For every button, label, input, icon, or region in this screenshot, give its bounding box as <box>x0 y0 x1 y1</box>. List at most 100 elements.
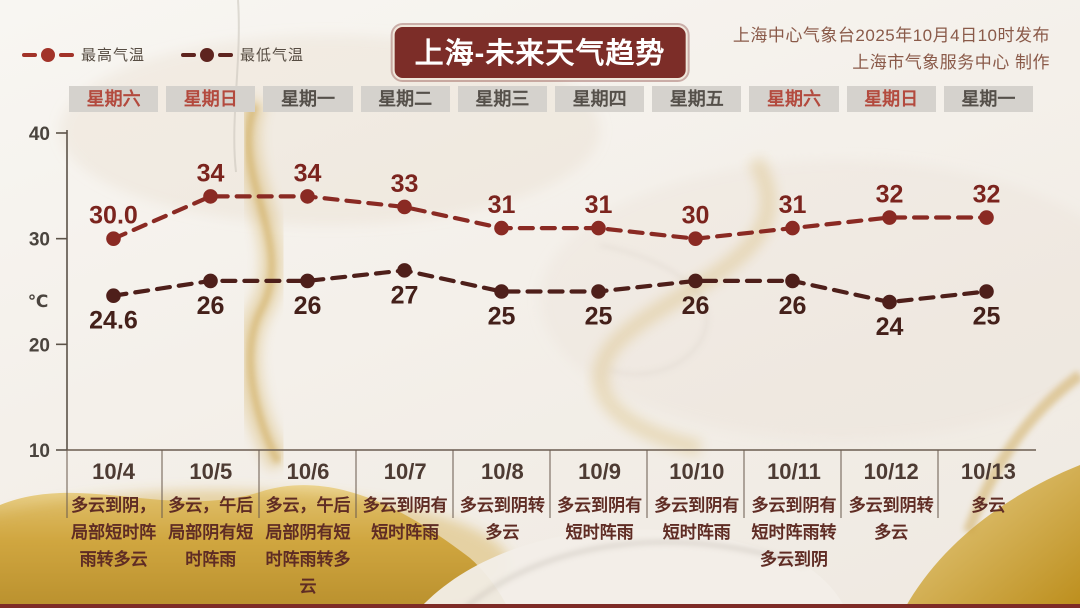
date-label: 10/13 <box>960 459 1016 484</box>
forecast-column: 10/12 多云到阴转多云 <box>843 452 940 600</box>
y-tick-label: 10 <box>29 441 50 462</box>
temp-value-label: 34 <box>197 159 225 187</box>
weather-text: 多云 <box>971 496 1006 515</box>
weekday-box: 星期二 <box>360 86 450 112</box>
forecast-table: 10/4 多云到阴，局部短时阵雨转多云 10/5 多云，午后局部阴有短时阵雨 10/6 多… <box>65 452 1037 600</box>
date-label: 10/9 <box>578 459 621 484</box>
data-point <box>979 284 994 299</box>
series-line-high <box>111 194 989 241</box>
forecast-column: 10/5 多云，午后局部阴有短时阵雨 <box>162 452 259 600</box>
temp-value-label: 31 <box>585 191 613 219</box>
data-point <box>591 284 606 299</box>
date-label: 10/11 <box>767 459 821 484</box>
credits: 上海中心气象台2025年10月4日10时发布 上海市气象服务中心 制作 <box>733 22 1050 76</box>
data-point <box>688 273 703 289</box>
y-tick-label: 20 <box>29 335 50 356</box>
temp-value-label: 33 <box>391 170 419 198</box>
weekday-box: 星期日 <box>846 86 936 112</box>
temp-value-label: 34 <box>294 159 322 187</box>
data-point <box>494 284 509 299</box>
temp-value-label: 30.0 <box>89 202 138 230</box>
temp-value-label: 26 <box>682 292 710 320</box>
date-label: 10/5 <box>189 459 233 484</box>
weekday-box: 星期六 <box>749 86 839 112</box>
temp-value-label: 26 <box>197 292 225 320</box>
weather-text: 多云到阴有短时阵雨 <box>362 496 448 542</box>
data-point <box>785 273 800 289</box>
temp-value-label: 26 <box>294 292 322 320</box>
y-axis-unit: ℃ <box>28 292 49 311</box>
forecast-column: 10/11 多云到阴有短时阵雨转多云到阴 <box>745 452 842 600</box>
bottom-accent-border <box>0 604 1080 608</box>
temp-value-label: 32 <box>973 181 1001 209</box>
weekday-box: 星期日 <box>166 86 256 112</box>
date-label: 10/8 <box>480 459 524 484</box>
date-label: 10/12 <box>863 459 919 484</box>
temp-value-label: 26 <box>779 292 807 320</box>
data-point <box>397 263 412 278</box>
weekday-header-row: 星期六 星期日 星期一 星期二 星期三 星期四 星期五 星期六 星期日 星期一 <box>65 86 1037 112</box>
data-point <box>300 189 315 204</box>
temp-value-label: 31 <box>488 191 516 219</box>
page-title: 上海-未来天气趋势 <box>392 25 688 80</box>
weather-text: 多云，午后局部阴有短时阵雨 <box>168 496 254 569</box>
weather-text: 多云到阴有短时阵雨 <box>557 496 643 542</box>
date-label: 10/6 <box>286 459 330 484</box>
date-label: 10/7 <box>383 459 427 484</box>
data-point <box>203 273 218 289</box>
weekday-box: 星期一 <box>263 86 353 112</box>
weekday-box: 星期六 <box>69 86 159 112</box>
forecast-column: 10/9 多云到阴有短时阵雨 <box>551 452 648 600</box>
legend: 最高气温 最低气温 <box>22 44 304 65</box>
weekday-box: 星期五 <box>652 86 742 112</box>
data-point <box>494 220 509 236</box>
temp-value-label: 25 <box>488 303 516 331</box>
temp-value-label: 30 <box>682 202 710 230</box>
weather-text: 多云，午后局部阴有短时阵雨转多云 <box>265 496 351 596</box>
data-point <box>300 273 315 289</box>
forecast-column: 10/4 多云到阴，局部短时阵雨转多云 <box>65 452 162 600</box>
data-point <box>882 294 897 310</box>
data-point <box>591 220 606 236</box>
temp-value-label: 25 <box>585 303 613 331</box>
weather-text: 多云到阴有短时阵雨 <box>654 496 740 542</box>
forecast-column: 10/10 多云到阴有短时阵雨 <box>648 452 745 600</box>
data-point <box>882 210 897 225</box>
series-marker-icon <box>181 47 234 62</box>
forecast-column: 10/13 多云 <box>940 452 1037 600</box>
temp-value-label: 24 <box>876 313 904 341</box>
y-tick-label: 30 <box>29 230 50 251</box>
temp-value-label: 32 <box>876 181 904 209</box>
legend-label: 最低气温 <box>240 47 305 64</box>
weekday-box: 星期三 <box>457 86 547 112</box>
date-label: 10/4 <box>92 459 135 484</box>
series-marker-icon <box>22 47 74 62</box>
temp-value-label: 31 <box>779 191 807 219</box>
temp-value-label: 25 <box>973 303 1001 331</box>
legend-item: 最低气温 <box>181 44 304 65</box>
weather-text: 多云到阴，局部短时阵雨转多云 <box>71 496 157 569</box>
legend-item: 最高气温 <box>22 44 145 65</box>
weather-text: 多云到阴转多云 <box>848 496 934 542</box>
credit-line-2: 上海市气象服务中心 制作 <box>852 53 1050 72</box>
data-point <box>106 288 121 304</box>
temp-value-label: 24.6 <box>89 307 138 335</box>
legend-label: 最高气温 <box>81 47 146 64</box>
data-point <box>979 210 994 225</box>
forecast-column: 10/8 多云到阴转多云 <box>454 452 551 600</box>
series-line-low <box>111 268 989 305</box>
credit-line-1: 上海中心气象台2025年10月4日10时发布 <box>732 26 1050 45</box>
weekday-box: 星期一 <box>943 86 1033 112</box>
data-point <box>785 220 800 236</box>
y-tick-label: 40 <box>29 124 50 145</box>
data-point <box>106 231 121 246</box>
date-label: 10/10 <box>669 459 725 484</box>
weather-text: 多云到阴有短时阵雨转多云到阴 <box>751 496 837 569</box>
data-point <box>397 199 412 215</box>
forecast-column: 10/7 多云到阴有短时阵雨 <box>357 452 454 600</box>
weekday-box: 星期四 <box>554 86 645 112</box>
temp-value-label: 27 <box>391 281 419 309</box>
